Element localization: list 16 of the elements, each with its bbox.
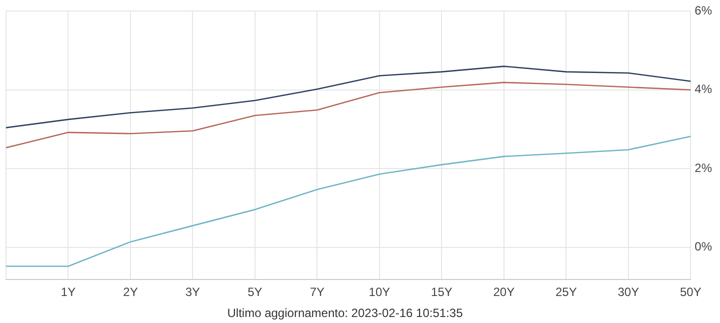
- x-tick-label: 20Y: [493, 285, 515, 300]
- x-tick-label: 3Y: [185, 285, 200, 300]
- text: Ultimo aggiornamento: 2023-02-16 10:51:35: [226, 306, 464, 320]
- x-tick-label: 5Y: [248, 285, 262, 300]
- x-tick-label: 10Y: [368, 285, 390, 300]
- x-tick-label: 1Y: [60, 285, 76, 300]
- y-tick-label: 0%: [694, 240, 712, 254]
- x-tick-label: 25Y: [555, 285, 577, 300]
- x-tick-label: 7Y: [310, 285, 325, 300]
- x-tick-label: 15Y: [431, 285, 452, 300]
- x-tick-label: 30Y: [618, 285, 640, 300]
- y-tick-label: 4%: [694, 82, 712, 96]
- x-tick-label: 50Y: [680, 285, 702, 300]
- y-tick-label: 2%: [694, 160, 712, 175]
- y-tick-label: 6%: [694, 4, 712, 18]
- x-tick-label: 2Y: [123, 285, 138, 300]
